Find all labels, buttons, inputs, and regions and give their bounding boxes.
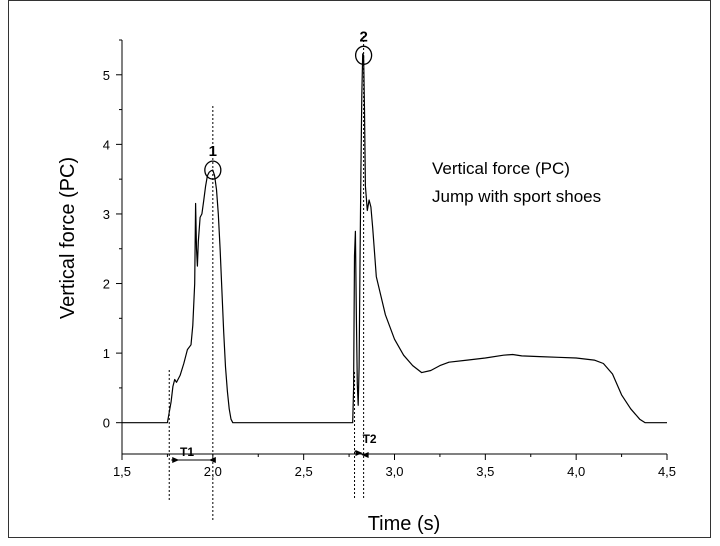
y-tick-label: 2: [103, 277, 110, 292]
peak-markers: 12: [204, 28, 373, 180]
time-intervals: T1 T2: [171, 432, 377, 463]
x-axis-title: Time (s): [368, 513, 441, 535]
x-tick-label: 2,5: [295, 464, 313, 479]
x-tick-label: 4,5: [658, 464, 676, 479]
plot-area: [122, 53, 667, 424]
x-tick-label: 3,0: [385, 464, 403, 479]
x-tick-label: 1,5: [113, 464, 131, 479]
y-tick-label: 3: [103, 207, 110, 222]
y-tick-label: 0: [103, 416, 110, 431]
y-tick-label: 4: [103, 137, 110, 152]
reference-lines: [168, 36, 365, 520]
interval-arrowhead: [355, 450, 363, 456]
force-series-line: [122, 53, 667, 424]
interval-arrowhead: [172, 457, 180, 463]
interval-t2-label: T2: [363, 432, 377, 446]
interval-t1-label: T1: [180, 445, 194, 459]
annotation-line-1: Vertical force (PC): [432, 159, 570, 178]
interval-arrowhead: [361, 452, 369, 458]
interval-arrowhead: [208, 457, 216, 463]
peak-marker-label: 2: [359, 28, 367, 45]
peak-marker-label: 1: [209, 143, 217, 160]
y-tick-label: 1: [103, 346, 110, 361]
x-tick-label: 4,0: [567, 464, 585, 479]
x-tick-label: 3,5: [476, 464, 494, 479]
y-tick-label: 5: [103, 68, 110, 83]
annotation-line-2: Jump with sport shoes: [432, 187, 601, 206]
peak-marker-circle: [354, 45, 373, 65]
peak-marker-circle: [204, 160, 222, 180]
y-axis-title: Vertical force (PC): [57, 157, 79, 319]
